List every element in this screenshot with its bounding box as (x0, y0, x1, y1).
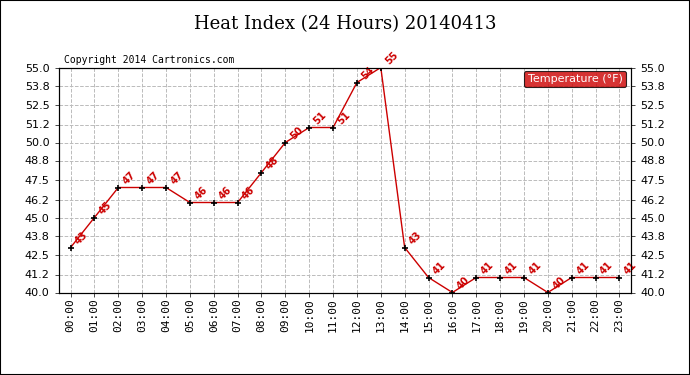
Text: 50: 50 (288, 125, 305, 142)
Text: 46: 46 (217, 185, 233, 202)
Text: 41: 41 (431, 260, 448, 277)
Legend: Temperature (°F): Temperature (°F) (524, 71, 626, 87)
Text: 51: 51 (336, 110, 353, 127)
Text: 41: 41 (526, 260, 543, 277)
Text: Heat Index (24 Hours) 20140413: Heat Index (24 Hours) 20140413 (194, 15, 496, 33)
Text: 40: 40 (551, 275, 567, 292)
Text: 48: 48 (264, 155, 281, 172)
Text: 40: 40 (455, 275, 472, 292)
Text: 47: 47 (145, 170, 161, 187)
Text: 47: 47 (169, 170, 186, 187)
Text: 46: 46 (193, 185, 209, 202)
Text: 51: 51 (312, 110, 328, 127)
Text: 41: 41 (479, 260, 495, 277)
Text: 41: 41 (622, 260, 639, 277)
Text: 45: 45 (97, 200, 114, 217)
Text: 47: 47 (121, 170, 138, 187)
Text: 41: 41 (503, 260, 520, 277)
Text: 54: 54 (359, 65, 376, 82)
Text: 41: 41 (598, 260, 615, 277)
Text: 46: 46 (240, 185, 257, 202)
Text: 43: 43 (73, 230, 90, 247)
Text: 43: 43 (407, 230, 424, 247)
Text: 55: 55 (384, 50, 400, 67)
Text: Copyright 2014 Cartronics.com: Copyright 2014 Cartronics.com (64, 55, 235, 65)
Text: 41: 41 (575, 260, 591, 277)
